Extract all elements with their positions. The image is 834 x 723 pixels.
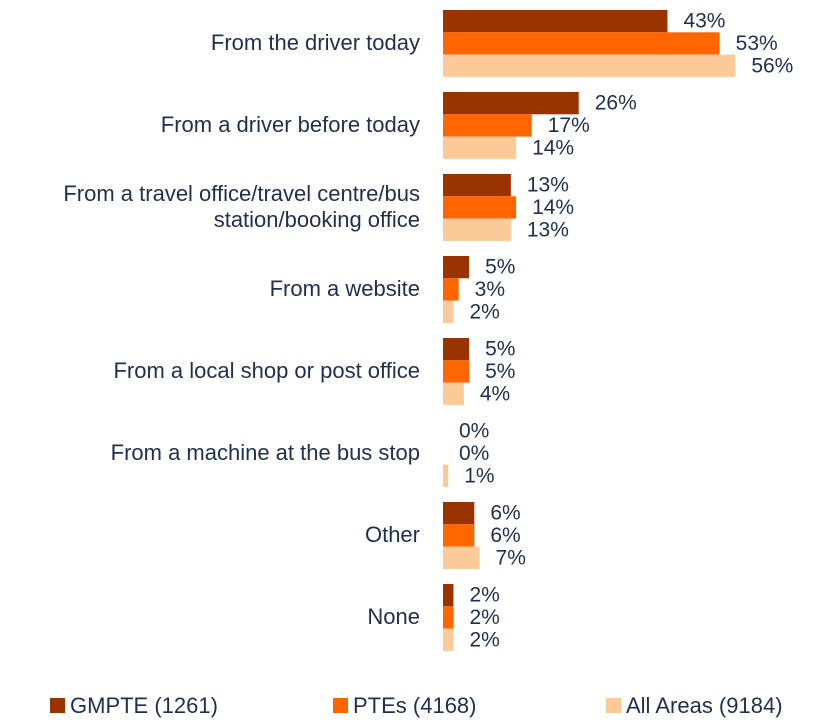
category-label: None xyxy=(367,604,420,630)
value-label: 53% xyxy=(736,32,778,55)
value-label: 2% xyxy=(469,606,499,629)
value-label: 7% xyxy=(496,546,526,569)
value-label: 5% xyxy=(485,256,515,279)
bar xyxy=(443,584,454,607)
bar xyxy=(443,218,511,241)
bar xyxy=(443,256,470,279)
value-label: 5% xyxy=(485,360,515,383)
bar xyxy=(443,10,668,33)
value-label: 2% xyxy=(469,628,499,651)
value-label: 5% xyxy=(485,338,515,361)
legend-label: All Areas (9184) xyxy=(626,693,783,718)
bar xyxy=(443,338,470,361)
bar xyxy=(443,278,459,301)
legend-swatch xyxy=(333,698,348,713)
bar xyxy=(443,606,454,629)
category-label: From a local shop or post office xyxy=(113,358,420,384)
value-label: 14% xyxy=(532,196,574,219)
value-label: 13% xyxy=(527,174,569,197)
bar xyxy=(443,54,736,77)
bar xyxy=(443,502,475,525)
bar xyxy=(443,360,470,383)
value-label: 0% xyxy=(459,420,489,443)
bar xyxy=(443,300,454,323)
value-label: 3% xyxy=(475,278,505,301)
category-label: Other xyxy=(364,522,420,548)
bar xyxy=(443,464,449,487)
category-label: From the driver today xyxy=(210,30,420,56)
bar xyxy=(443,196,517,219)
legend-swatch xyxy=(606,698,621,713)
category-label: From a machine at the bus stop xyxy=(110,440,420,466)
bar xyxy=(443,136,517,159)
bar xyxy=(443,114,532,137)
bar xyxy=(443,546,480,569)
value-label: 2% xyxy=(469,584,499,607)
value-label: 13% xyxy=(527,218,569,241)
legend-label: PTEs (4168) xyxy=(353,693,477,718)
value-label: 43% xyxy=(683,10,725,33)
value-label: 26% xyxy=(595,92,637,115)
value-label: 6% xyxy=(490,524,520,547)
bar xyxy=(443,92,579,115)
bar xyxy=(443,174,511,197)
category-label: From a travel office/travel centre/bus s… xyxy=(63,181,420,233)
bar xyxy=(443,628,454,651)
bar xyxy=(443,382,464,405)
legend-swatch xyxy=(50,698,65,713)
category-label: From a driver before today xyxy=(160,112,420,138)
bar xyxy=(443,524,475,547)
category-label: From a website xyxy=(269,276,420,302)
value-label: 2% xyxy=(469,300,499,323)
value-label: 14% xyxy=(532,136,574,159)
value-label: 0% xyxy=(459,442,489,465)
value-label: 6% xyxy=(490,502,520,525)
value-label: 56% xyxy=(751,54,793,77)
legend-label: GMPTE (1261) xyxy=(70,693,218,718)
value-label: 4% xyxy=(480,382,510,405)
value-label: 1% xyxy=(464,464,494,487)
value-label: 17% xyxy=(548,114,590,137)
bar xyxy=(443,32,720,55)
